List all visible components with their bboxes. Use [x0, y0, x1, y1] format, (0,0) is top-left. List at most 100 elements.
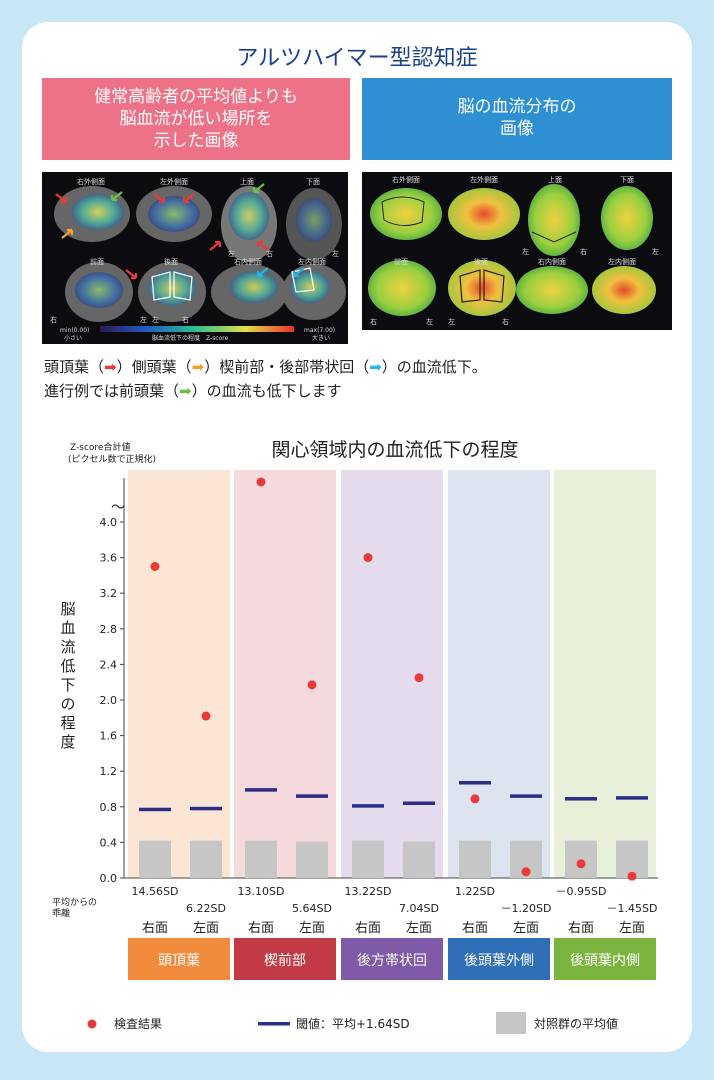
arrow-orange-icon: [61, 228, 74, 239]
brain-view: [592, 266, 656, 314]
view-label: 後面: [164, 257, 178, 266]
region-label-box: [554, 938, 656, 980]
view-label: 前面: [90, 257, 104, 266]
legend-result-icon: [87, 1019, 97, 1029]
y-tick-label: 0.8: [100, 801, 118, 814]
region-band: [554, 470, 656, 878]
zscore-brain-image: 右外側面 左外側面 上面 下面 前面 後面 右内側面 左内側面 左 右 左 右 …: [42, 172, 348, 344]
y-tick-label: 1.2: [100, 765, 118, 778]
threshold-line: [296, 794, 328, 798]
threshold-line: [190, 806, 222, 811]
bloodflow-brain-image: 右外側面 左外側面 上面 下面 前面 後面 右内側面 左内側面 左 右 左 右 …: [362, 172, 672, 330]
region-label: 後方帯状回: [357, 953, 427, 969]
arrow-green-icon: [110, 191, 123, 202]
sd-label: 1.22SD: [455, 885, 495, 898]
region-label: 後頭葉外側: [464, 953, 534, 969]
chart-title: 関心領域内の血流低下の程度: [271, 439, 518, 461]
sd-label: 13.22SD: [345, 885, 392, 898]
side-label: 右: [502, 317, 509, 326]
caption-text: ）の血流低下。: [381, 358, 487, 376]
side-label: 左: [152, 315, 159, 324]
threshold-line: [565, 797, 597, 801]
view-labels: 右外側面 左外側面 上面 下面 前面 後面 右内側面 左内側面 左 右 左 右 …: [370, 175, 659, 326]
arrow-red-icon: [55, 193, 68, 204]
result-point: [627, 871, 637, 881]
arrow-red-icon: [209, 240, 222, 251]
scale-max: max(7.00): [304, 327, 335, 334]
brain-views: [54, 186, 346, 322]
view-label: 右外側面: [77, 177, 105, 186]
view-label: 左外側面: [470, 175, 498, 184]
result-point: [470, 794, 480, 804]
brain-view: [516, 266, 588, 314]
control-bar: [403, 841, 435, 878]
side-label: 左: [228, 249, 235, 258]
sd-label: 5.64SD: [292, 902, 332, 915]
view-label: 上面: [548, 175, 562, 184]
control-bars: [139, 840, 648, 878]
result-point: [363, 553, 373, 563]
legend-result-label: 検査結果: [114, 1017, 162, 1031]
y-axis-label-char: 度: [60, 733, 75, 751]
sd-label: －0.95SD: [556, 885, 607, 898]
control-bar: [245, 840, 277, 878]
threshold-line: [139, 807, 171, 812]
side-label: 右: [50, 315, 57, 324]
side-label: 左面: [299, 921, 325, 936]
side-label: 右面: [248, 921, 274, 936]
brain-view: [448, 260, 516, 316]
axis-break-mark: 〜: [111, 500, 125, 516]
y-tick-label: 2.0: [100, 694, 118, 707]
right-panel-line: 脳の血流分布の: [457, 97, 577, 117]
y-tick-label: 0.4: [100, 836, 118, 849]
caption-text: 進行例では前頭葉（: [44, 382, 180, 400]
view-label: 左外側面: [160, 177, 188, 186]
view-label: 左内側面: [298, 257, 326, 266]
y-tick-label: 3.6: [100, 552, 118, 565]
legend-threshold-label: 閾値：平均+1.64SD: [296, 1016, 410, 1031]
view-label: 下面: [306, 178, 320, 186]
threshold-line: [403, 801, 435, 805]
result-point: [307, 680, 317, 690]
region-band: [234, 470, 336, 878]
side-label: 左: [652, 247, 659, 256]
arrow-red-icon: [125, 269, 138, 280]
scale-min: min(0.00): [60, 327, 89, 334]
y-axis-top-label: Z-score合計値: [70, 441, 130, 453]
view-label: 右内側面: [538, 257, 566, 266]
bloodflow-chart: 関心領域内の血流低下の程度 Z-score合計値 (ピクセル数で正規化) 頭頂葉…: [52, 439, 658, 1034]
y-axis-label-char: の: [60, 695, 75, 713]
scale-min-sub: 小さい: [64, 334, 82, 342]
lesion-arrows: [55, 183, 305, 280]
view-label: 上面: [240, 177, 254, 186]
view-labels: 右外側面 左外側面 上面 下面 前面 後面 右内側面 左内側面 左 右 左 右 …: [50, 177, 339, 324]
side-label: 右: [266, 249, 273, 258]
view-label: 下面: [620, 176, 634, 184]
arrow-green-icon: ➡: [179, 382, 192, 400]
threshold-lines: [139, 781, 648, 812]
threshold-line: [616, 796, 648, 800]
control-bar: [296, 841, 328, 878]
threshold-line: [459, 781, 491, 785]
page-title: アルツハイマー型認知症: [236, 46, 478, 71]
caption-text: ）楔前部・後部帯状回（: [204, 358, 370, 376]
brain-view: [448, 188, 520, 240]
side-label: 左: [448, 317, 455, 326]
view-label: 右内側面: [234, 257, 262, 266]
arrow-red-icon: [153, 193, 166, 204]
threshold-line: [510, 794, 542, 798]
y-tick-label: 0.0: [100, 872, 118, 885]
right-panel-line: 画像: [500, 119, 534, 139]
region-label: 後頭葉内側: [570, 953, 640, 969]
result-point: [150, 562, 160, 571]
y-axis-label: 脳血流低下の程度: [60, 600, 75, 751]
scale-max-sub: 大きい: [312, 334, 330, 342]
side-label: 左面: [406, 921, 432, 936]
arrow-orange-icon: ➡: [191, 358, 205, 376]
brain-view: [370, 188, 442, 240]
caption-text: ）側頭葉（: [116, 358, 192, 376]
region-label-box: [234, 938, 336, 980]
view-label: 左内側面: [608, 257, 636, 266]
side-label: 左: [140, 315, 147, 324]
left-panel-line: 示した画像: [153, 131, 239, 151]
